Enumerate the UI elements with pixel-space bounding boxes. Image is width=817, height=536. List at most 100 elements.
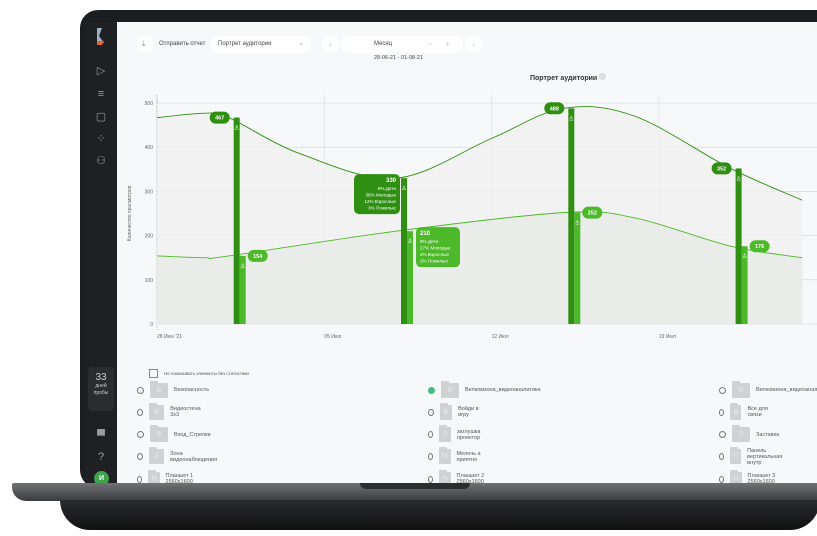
hide-empty-checkbox[interactable] — [149, 368, 158, 378]
list-item[interactable]: З Заставка — [719, 425, 780, 443]
bar-upper — [568, 108, 575, 324]
file-icon[interactable]: ▢ — [95, 111, 107, 123]
bar-lower — [741, 246, 748, 324]
hide-empty-label: Не показывать элементы без статистики — [164, 370, 249, 376]
value-pill-lower — [582, 206, 603, 219]
item-name: Заставка — [756, 431, 780, 438]
radio-button[interactable] — [428, 453, 434, 461]
help-icon[interactable]: ? — [97, 451, 105, 463]
y-axis-label: Количество просмотров — [127, 185, 133, 241]
tooltip-value: 210 — [420, 231, 431, 237]
folder-icon: В — [730, 402, 742, 420]
radio-button[interactable] — [428, 408, 434, 416]
report-select[interactable]: Портрет аудитории ⌄ — [211, 36, 311, 53]
list-item[interactable]: П Планшет 3 2560х1600 — [719, 469, 783, 483]
radio-button[interactable] — [719, 431, 726, 439]
hide-empty-checkbox-row[interactable]: Не показывать элементы без статистики — [149, 365, 249, 381]
list-item[interactable]: П Планшет 2 2560х1600 — [428, 469, 492, 483]
loading-icon[interactable]: ⁘ — [96, 133, 106, 145]
list-item[interactable]: Б Безопасность — [137, 380, 209, 398]
y-tick-label: 100 — [145, 278, 154, 284]
list-item[interactable]: З Зона видеонаблюдения — [137, 447, 221, 465]
item-name: Планшет 3 2560х1600 — [747, 473, 776, 483]
bar-lower — [239, 255, 246, 324]
list-item[interactable]: В Войди в игру — [428, 402, 481, 420]
tooltip-line: 2% Взрослые — [420, 252, 449, 257]
tooltip-value: 330 — [386, 178, 397, 184]
folder-icon: В — [732, 380, 750, 398]
monitor-icon[interactable]: ▀ — [97, 430, 105, 442]
list-item[interactable]: М Мелочь а приятно — [428, 447, 486, 465]
download-icon: ⤓ — [142, 39, 146, 48]
y-tick-label: 300 — [145, 189, 154, 195]
bar-lower — [407, 231, 413, 324]
radio-button[interactable] — [719, 386, 726, 394]
list-item[interactable]: В Видеостена 3х3 — [137, 402, 204, 420]
value-label: 352 — [717, 166, 726, 172]
list-item[interactable]: В Велкомзона_видеоаналитика — [428, 380, 541, 398]
x-tick-label: 12 Июл — [492, 334, 509, 340]
person-icon: ♙ — [407, 238, 412, 245]
value-pill-upper — [544, 102, 565, 115]
folder-icon: В — [150, 425, 168, 443]
chart-title: Портрет аудитории — [530, 73, 607, 82]
minus-icon[interactable]: − — [427, 39, 433, 49]
radio-button[interactable] — [719, 453, 725, 461]
item-name: Видеостена 3х3 — [170, 406, 201, 419]
radio-button[interactable] — [428, 386, 435, 394]
y-tick-label: 0 — [150, 322, 153, 328]
series-line — [156, 211, 803, 259]
list-item[interactable]: П Планшет 1 2560х1600 — [137, 469, 201, 483]
item-name: Зона видеонаблюдения — [170, 450, 218, 463]
app-screen: ▷ ≡ ▢ ⁘ ⚇ 33 дней пробы ▀ ? И ⤓ Отправить… — [85, 22, 817, 483]
bar-lower — [574, 212, 581, 324]
avatar[interactable]: И — [94, 471, 109, 483]
folder-icon: З — [732, 425, 750, 443]
x-tick-label: 19 Июл — [659, 334, 676, 340]
user-icon[interactable]: ⚇ — [96, 155, 106, 167]
y-tick-label: 200 — [145, 234, 154, 240]
period-value: Месяц — [374, 41, 393, 47]
tooltip-line: 8% Дети — [378, 186, 397, 191]
radio-button[interactable] — [428, 475, 434, 483]
folder-icon: П — [439, 469, 451, 483]
item-name: Все для связи — [747, 406, 768, 419]
radio-button[interactable] — [719, 475, 725, 483]
tooltip-line: 9% Дети — [420, 239, 439, 244]
radio-button[interactable] — [137, 453, 144, 461]
trial-badge[interactable]: 33 дней пробы — [88, 367, 114, 411]
tooltip-lower — [416, 227, 460, 268]
radio-button[interactable] — [719, 408, 725, 416]
list-item[interactable]: В Все для связи — [719, 402, 770, 420]
bar-upper — [401, 178, 407, 324]
send-report-button[interactable]: Отправить отчет — [159, 41, 206, 47]
item-name: Вход_Стрелки — [174, 431, 211, 438]
x-tick-label: 28 Июн '21 — [157, 334, 182, 340]
radio-button[interactable] — [137, 386, 144, 394]
list-item[interactable]: П Панель вертикальная внутр — [719, 447, 791, 466]
prev-period-button[interactable]: ‹ — [322, 36, 339, 53]
trial-label: дней пробы — [93, 383, 109, 396]
next-period-button[interactable]: › — [465, 36, 482, 53]
list-item[interactable]: В Вход_Стрелки — [137, 425, 211, 443]
plus-icon[interactable]: + — [445, 39, 451, 49]
audience-chart: 0 100 200 300 400 500 28 Июн '21 05 Июл 12 Июл 19… — [127, 95, 817, 340]
radio-button[interactable] — [137, 475, 143, 483]
play-icon[interactable]: ▷ — [96, 65, 106, 77]
radio-button[interactable] — [428, 431, 434, 439]
folder-icon: П — [148, 469, 160, 483]
folder-icon: В — [439, 402, 453, 420]
period-select[interactable]: Месяц − + — [341, 36, 463, 53]
playlist-icon[interactable]: ≡ — [97, 88, 105, 100]
list-item[interactable]: В Велкомзона_видеоаналитика — [719, 380, 817, 398]
download-button[interactable]: ⤓ — [137, 36, 154, 53]
radio-button[interactable] — [137, 431, 144, 439]
date-range: 28-06-21 - 01-08-21 — [374, 55, 423, 61]
radio-button[interactable] — [137, 408, 144, 416]
y-tick-label: 400 — [145, 145, 154, 151]
tooltip-line: 27% Молодые — [420, 246, 451, 251]
item-name: заглушка проектор — [457, 428, 481, 441]
person-icon: ♙ — [240, 263, 245, 270]
bar-upper — [735, 168, 742, 324]
